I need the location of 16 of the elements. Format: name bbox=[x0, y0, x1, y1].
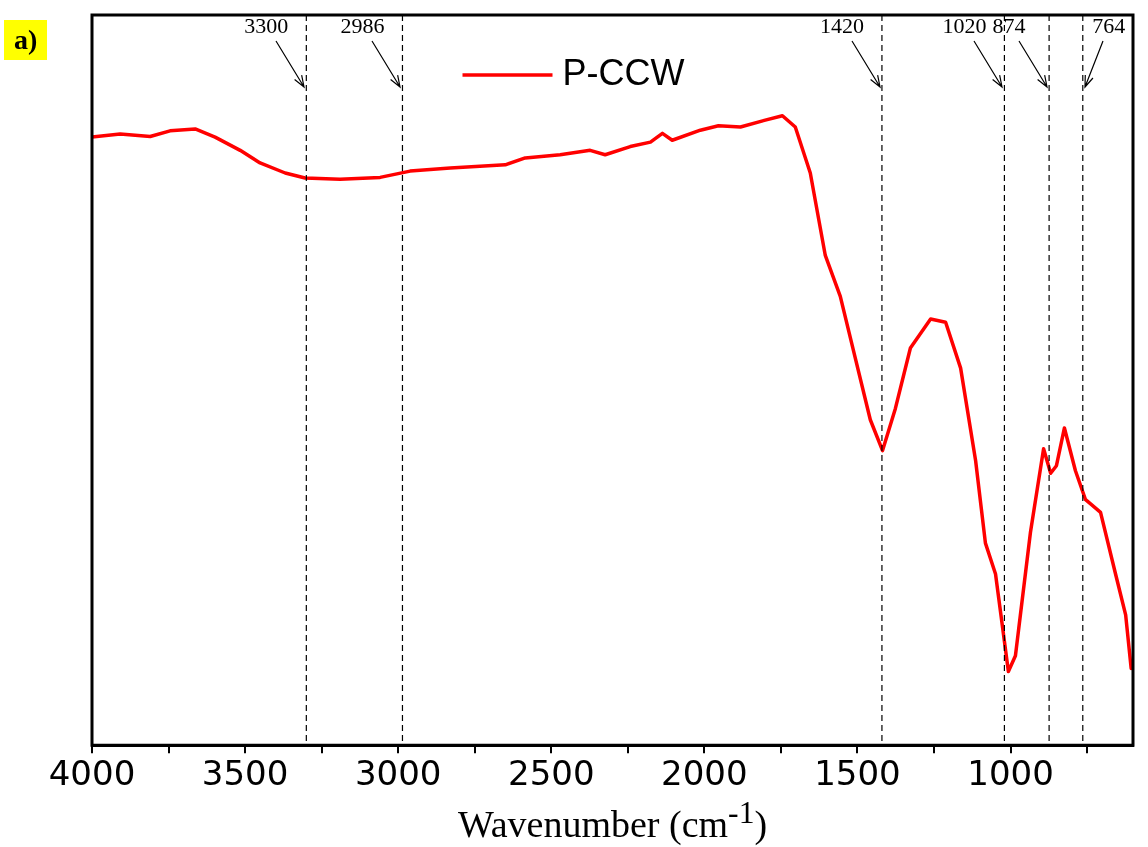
text: a) bbox=[4, 20, 48, 60]
legend-label: P-CCW bbox=[562, 51, 685, 93]
x-tick-label: 2000 bbox=[661, 753, 748, 794]
x-tick-label: 4000 bbox=[48, 753, 136, 794]
ref-line-label: 764 bbox=[1092, 13, 1126, 38]
ref-line-label: 3300 bbox=[244, 13, 289, 38]
x-tick-label: 3500 bbox=[201, 753, 289, 794]
x-tick-label: 3000 bbox=[354, 753, 442, 794]
ref-line-label: 1420 bbox=[819, 13, 864, 38]
x-tick-label: 1500 bbox=[814, 753, 901, 794]
ref-line-label: 874 bbox=[992, 13, 1026, 38]
x-tick-label: 1000 bbox=[967, 753, 1054, 794]
ref-line-label: 1020 bbox=[942, 13, 987, 38]
x-axis-title: Wavenumber (cm$^{-1}$) bbox=[456, 795, 769, 846]
ref-line-label: 2986 bbox=[340, 13, 385, 38]
x-tick-label: 2500 bbox=[508, 753, 595, 794]
